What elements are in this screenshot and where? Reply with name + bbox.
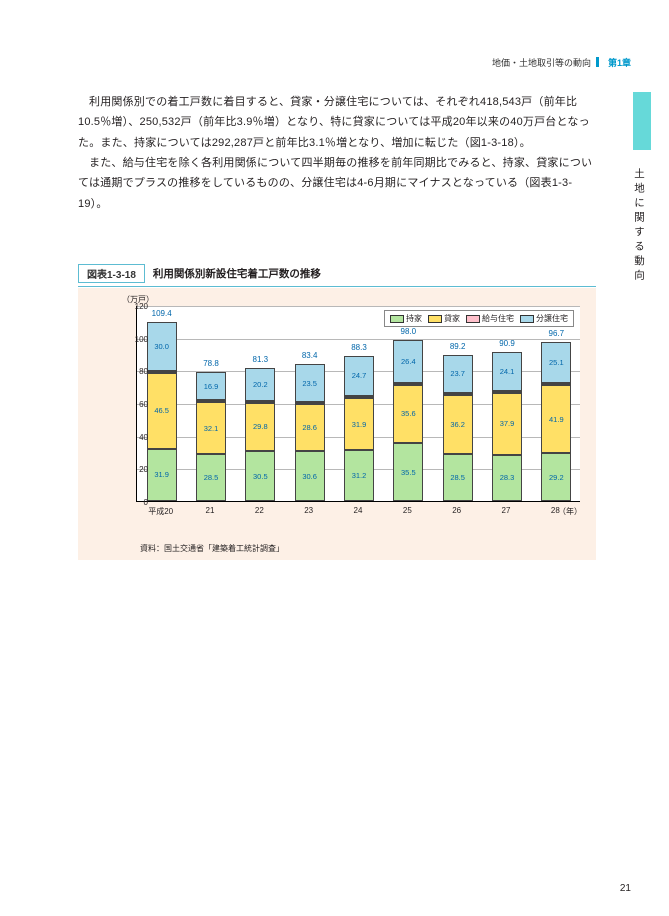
legend-swatch [428,315,442,323]
bar-segment-rental: 41.9 [541,385,571,453]
bar-total-label: 90.9 [492,339,522,348]
bar-segment-rental: 28.6 [295,404,325,451]
bar-total-label: 96.7 [541,329,571,338]
bar-group: 24.137.928.390.9 [492,352,522,501]
bar-segment-condo: 30.0 [147,322,177,371]
bar-segment-rental: 29.8 [245,403,275,452]
bar-total-label: 88.3 [344,343,374,352]
bar-group: 30.046.531.9109.4 [147,322,177,501]
bar-total-label: 81.3 [245,355,275,364]
bar-segment-rental: 37.9 [492,393,522,455]
bar-total-label: 109.4 [147,309,177,318]
bar-segment-rental: 31.9 [344,398,374,450]
bar-segment-condo: 20.2 [245,368,275,401]
chart-ytick: 120 [128,302,148,311]
legend-swatch [390,315,404,323]
bar-segment-owner: 28.5 [443,454,473,501]
bar-segment-owner: 30.5 [245,451,275,501]
chart-ytick: 40 [128,433,148,442]
bar-group: 24.731.931.288.3 [344,356,374,501]
paragraph: 利用関係別での着工戸数に着目すると、貸家・分譲住宅については、それぞれ418,5… [78,92,596,153]
chart-xticks: 平成202122232425262728 [136,506,580,518]
bar-segment-condo: 16.9 [196,372,226,400]
chart-container: （万戸） 持家貸家給与住宅分譲住宅 30.046.531.9109.416.93… [78,288,596,560]
side-title: 土地に関する動向 [632,168,647,284]
bar-segment-owner: 35.5 [393,443,423,501]
figure-header: 図表1-3-18 利用関係別新設住宅着工戸数の推移 [78,264,596,287]
bar-segment-rental: 32.1 [196,402,226,454]
bar-segment-rental: 35.6 [393,385,423,443]
legend-item: 給与住宅 [466,313,514,324]
bar-group: 23.736.228.589.2 [443,355,473,501]
bar-segment-owner: 31.9 [147,449,177,501]
chart-plot: 持家貸家給与住宅分譲住宅 30.046.531.9109.416.932.128… [136,306,580,502]
bar-segment-owner: 28.3 [492,455,522,501]
bar-segment-owner: 30.6 [295,451,325,501]
chart-source: 資料：国土交通省「建築着工統計調査」 [140,543,284,554]
bar-total-label: 78.8 [196,359,226,368]
bar-total-label: 83.4 [295,351,325,360]
bar-group: 25.141.929.296.7 [541,342,571,501]
figure-label: 図表1-3-18 [78,264,145,283]
bar-total-label: 98.0 [393,327,423,336]
chart-ytick: 80 [128,367,148,376]
chart-legend: 持家 貸家 給与住宅 分譲住宅 [384,310,574,327]
header-chapter: 第1章 [608,58,631,68]
legend-swatch [520,315,534,323]
chart-xtick: 27 [502,506,511,515]
bar-segment-condo: 25.1 [541,342,571,383]
body-text: 利用関係別での着工戸数に着目すると、貸家・分譲住宅については、それぞれ418,5… [78,92,596,214]
bar-group: 23.528.630.683.4 [295,364,325,501]
bar-group: 16.932.128.578.8 [196,372,226,501]
bar-segment-rental: 36.2 [443,395,473,454]
page-number: 21 [620,883,631,894]
bar-group: 26.435.635.598.0 [393,340,423,501]
bar-segment-condo: 23.7 [443,355,473,394]
side-tab [633,92,651,150]
header-section: 地価・土地取引等の動向 [492,58,591,68]
legend-item: 分譲住宅 [520,313,568,324]
bar-segment-rental: 46.5 [147,373,177,449]
header-divider [596,57,599,67]
chart-gridline [137,306,580,307]
bar-segment-condo: 24.1 [492,352,522,391]
bar-segment-condo: 26.4 [393,340,423,383]
bar-segment-condo: 23.5 [295,364,325,402]
legend-item: 貸家 [428,313,460,324]
legend-label: 貸家 [444,313,460,324]
chart-ytick: 60 [128,400,148,409]
chart-xtick: 21 [206,506,215,515]
page-header: 地価・土地取引等の動向 第1章 [492,56,631,69]
bar-segment-owner: 31.2 [344,450,374,501]
chart-ytick: 100 [128,335,148,344]
chart-xtick: 平成20 [148,506,173,517]
chart-xtick: 26 [452,506,461,515]
chart-ytick: 20 [128,465,148,474]
chart-xtick: 22 [255,506,264,515]
chart-xtick: 23 [304,506,313,515]
bar-segment-condo: 24.7 [344,356,374,396]
bar-group: 20.229.830.581.3 [245,368,275,501]
paragraph: また、給与住宅を除く各利用関係について四半期毎の推移を前年同期比でみると、持家、… [78,153,596,214]
bar-total-label: 89.2 [443,342,473,351]
figure-title: 利用関係別新設住宅着工戸数の推移 [153,266,321,281]
legend-label: 分譲住宅 [536,313,568,324]
chart-xtick: 25 [403,506,412,515]
chart-xtick: 24 [354,506,363,515]
legend-label: 給与住宅 [482,313,514,324]
legend-item: 持家 [390,313,422,324]
bar-segment-owner: 28.5 [196,454,226,501]
bar-segment-owner: 29.2 [541,453,571,501]
chart-xaxis-label: （年） [558,506,582,517]
legend-label: 持家 [406,313,422,324]
legend-swatch [466,315,480,323]
chart-ytick: 0 [128,498,148,507]
